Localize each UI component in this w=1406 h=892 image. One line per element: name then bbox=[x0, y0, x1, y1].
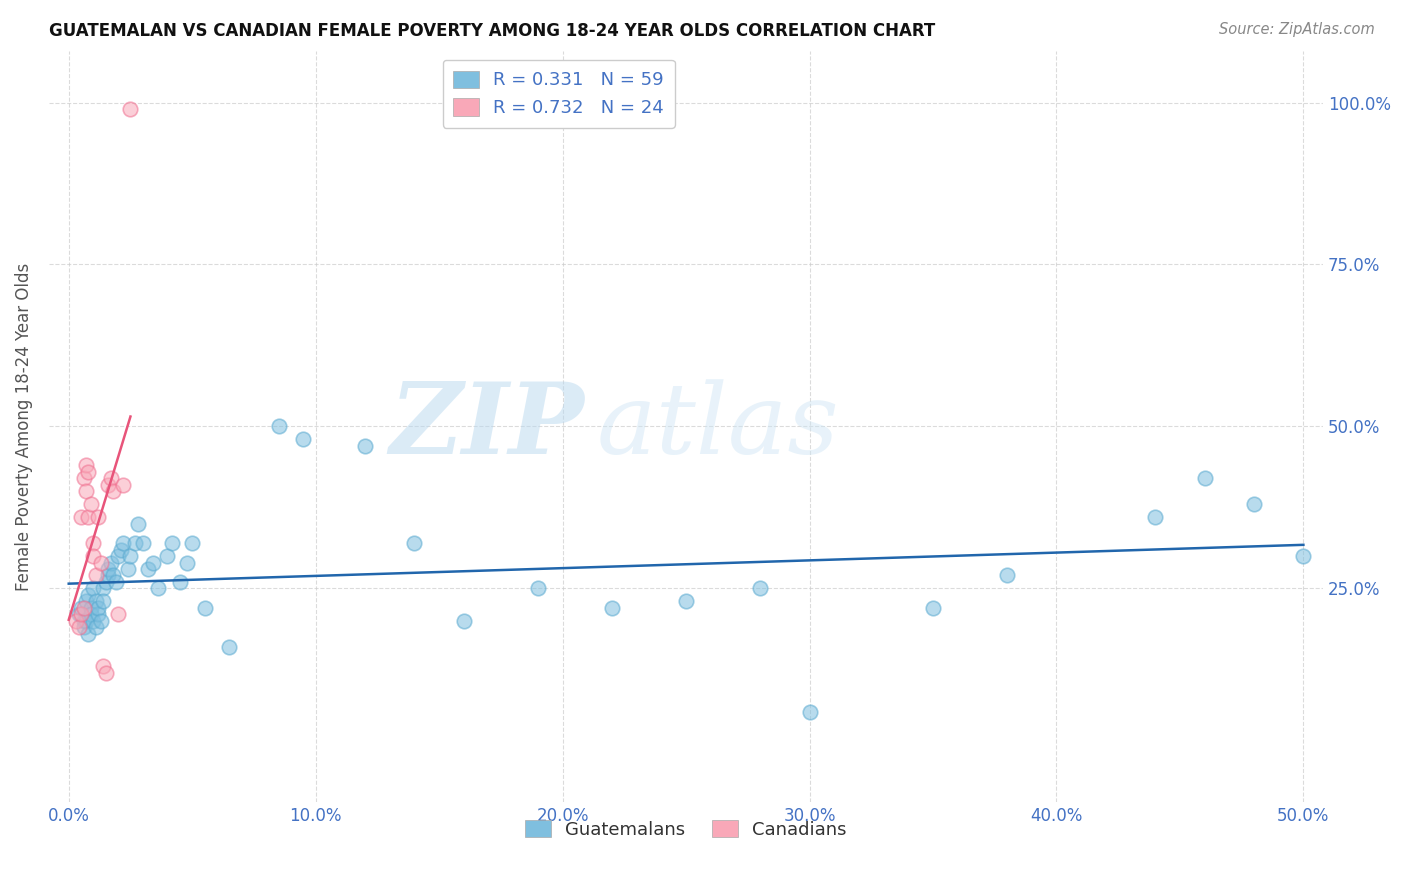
Point bbox=[94, 665, 117, 680]
Point bbox=[112, 536, 135, 550]
Point bbox=[90, 556, 112, 570]
Point bbox=[84, 620, 107, 634]
Point bbox=[91, 594, 114, 608]
Point bbox=[82, 549, 104, 563]
Point bbox=[87, 600, 110, 615]
Point bbox=[107, 549, 129, 563]
Point bbox=[75, 484, 97, 499]
Point bbox=[176, 556, 198, 570]
Point bbox=[1144, 510, 1167, 524]
Point bbox=[97, 568, 120, 582]
Point bbox=[77, 588, 100, 602]
Point bbox=[101, 484, 124, 499]
Point bbox=[101, 568, 124, 582]
Point bbox=[70, 607, 93, 622]
Point bbox=[1194, 471, 1216, 485]
Point bbox=[82, 582, 104, 596]
Point bbox=[162, 536, 184, 550]
Point bbox=[77, 465, 100, 479]
Point bbox=[120, 102, 142, 116]
Point bbox=[600, 600, 623, 615]
Point bbox=[91, 659, 114, 673]
Point bbox=[84, 568, 107, 582]
Point bbox=[675, 594, 697, 608]
Point bbox=[70, 600, 93, 615]
Point bbox=[156, 549, 179, 563]
Point bbox=[142, 556, 165, 570]
Point bbox=[1292, 549, 1315, 563]
Point bbox=[922, 600, 945, 615]
Point bbox=[80, 497, 103, 511]
Text: atlas: atlas bbox=[598, 379, 839, 475]
Point bbox=[995, 568, 1018, 582]
Point bbox=[100, 556, 122, 570]
Point bbox=[120, 549, 142, 563]
Legend: Guatemalans, Canadians: Guatemalans, Canadians bbox=[519, 813, 853, 846]
Point bbox=[77, 510, 100, 524]
Point bbox=[75, 594, 97, 608]
Text: ZIP: ZIP bbox=[389, 378, 583, 475]
Point bbox=[527, 582, 550, 596]
Point bbox=[72, 471, 94, 485]
Point bbox=[117, 562, 139, 576]
Text: Source: ZipAtlas.com: Source: ZipAtlas.com bbox=[1219, 22, 1375, 37]
Point bbox=[267, 419, 290, 434]
Point bbox=[127, 516, 149, 531]
Point bbox=[77, 627, 100, 641]
Point bbox=[94, 574, 117, 589]
Point bbox=[136, 562, 159, 576]
Point bbox=[80, 607, 103, 622]
Point bbox=[146, 582, 169, 596]
Point bbox=[132, 536, 155, 550]
Point bbox=[87, 510, 110, 524]
Point bbox=[110, 542, 132, 557]
Point bbox=[80, 600, 103, 615]
Text: GUATEMALAN VS CANADIAN FEMALE POVERTY AMONG 18-24 YEAR OLDS CORRELATION CHART: GUATEMALAN VS CANADIAN FEMALE POVERTY AM… bbox=[49, 22, 935, 40]
Point bbox=[404, 536, 426, 550]
Point bbox=[72, 600, 94, 615]
Point bbox=[292, 433, 315, 447]
Point bbox=[181, 536, 204, 550]
Point bbox=[749, 582, 772, 596]
Point bbox=[193, 600, 215, 615]
Point bbox=[104, 574, 127, 589]
Point bbox=[112, 477, 135, 491]
Point bbox=[70, 510, 93, 524]
Point bbox=[169, 574, 191, 589]
Point bbox=[124, 536, 146, 550]
Point bbox=[67, 620, 90, 634]
Point bbox=[453, 614, 475, 628]
Point bbox=[100, 471, 122, 485]
Point bbox=[72, 620, 94, 634]
Point bbox=[75, 614, 97, 628]
Point bbox=[97, 477, 120, 491]
Point bbox=[90, 614, 112, 628]
Point bbox=[82, 536, 104, 550]
Point bbox=[1243, 497, 1265, 511]
Point bbox=[75, 458, 97, 473]
Point bbox=[65, 614, 87, 628]
Point bbox=[107, 607, 129, 622]
Point bbox=[87, 607, 110, 622]
Point bbox=[799, 705, 821, 719]
Point bbox=[354, 439, 377, 453]
Y-axis label: Female Poverty Among 18-24 Year Olds: Female Poverty Among 18-24 Year Olds bbox=[15, 262, 32, 591]
Point bbox=[72, 614, 94, 628]
Point bbox=[91, 582, 114, 596]
Point bbox=[67, 607, 90, 622]
Point bbox=[218, 640, 240, 654]
Point bbox=[97, 562, 120, 576]
Point bbox=[82, 614, 104, 628]
Point bbox=[84, 594, 107, 608]
